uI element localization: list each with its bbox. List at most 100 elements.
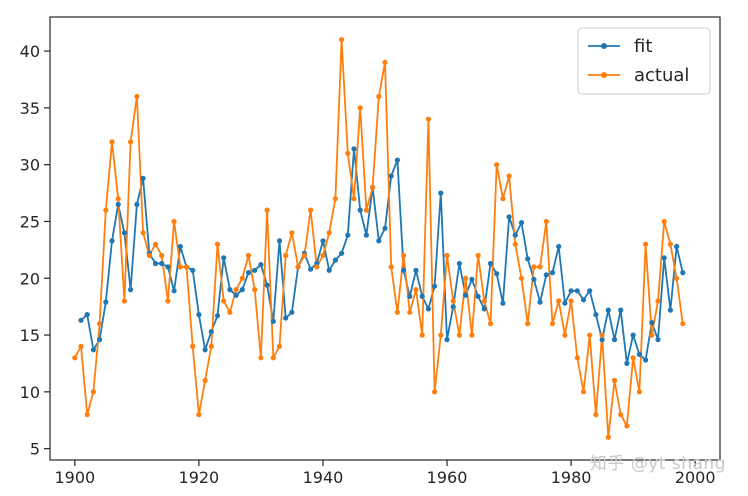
data-point-fit [469,276,475,282]
y-tick-label: 30 [20,156,40,175]
data-point-fit [661,255,667,261]
data-point-actual [171,218,177,225]
data-point-fit [574,288,580,294]
legend-box [577,27,711,95]
data-point-fit [134,201,140,207]
data-point-fit [605,307,611,313]
data-point-actual [661,218,667,225]
data-point-fit [611,337,618,343]
data-point-actual [487,321,494,327]
data-point-fit [190,267,196,273]
data-point-fit [214,313,221,319]
data-point-actual [109,139,115,145]
data-point-fit [481,306,487,312]
data-point-fit [78,317,84,323]
data-point-actual [84,412,90,418]
data-point-actual [152,241,159,247]
data-point-actual [301,252,307,259]
data-point-fit [413,267,419,273]
data-point-fit [345,232,351,238]
data-point-actual [165,298,171,304]
data-point-fit [580,297,587,303]
data-point-actual [345,150,351,156]
data-point-fit [680,270,686,276]
data-point-fit [407,293,413,299]
data-point-actual [599,332,605,338]
data-point-actual [332,196,338,202]
data-point-fit [121,230,127,236]
data-point-actual [326,230,332,236]
data-point-fit [543,272,549,278]
data-point-actual [283,252,289,259]
data-point-fit [512,232,518,238]
y-tick-label: 10 [20,383,40,402]
data-point-actual [245,252,252,259]
data-point-actual [506,173,512,179]
data-point-actual [475,252,481,259]
data-point-fit [500,300,506,306]
data-point-actual [103,207,109,213]
data-point-actual [469,332,475,338]
data-point-fit [444,337,450,343]
data-point-fit [289,309,295,315]
data-point-fit [339,250,345,256]
y-tick-label: 15 [20,326,40,345]
data-point-actual [276,343,283,349]
data-point-fit [376,238,382,244]
data-point-actual [382,59,388,65]
data-point-fit [587,288,593,294]
data-point-fit [140,175,146,181]
data-point-actual [264,207,270,213]
data-point-fit [128,287,134,293]
data-point-fit [593,312,599,318]
data-point-fit [506,214,512,220]
data-point-fit [90,347,96,353]
data-point-fit [363,232,369,238]
data-point-actual [605,434,611,440]
data-point-actual [525,321,531,327]
data-point-actual [196,412,202,418]
data-point-fit [518,220,525,226]
data-point-actual [357,105,363,111]
data-point-actual [214,241,221,247]
data-point-actual [481,298,487,304]
data-point-fit [618,307,624,313]
data-point-fit [171,288,177,294]
watermark: 知乎 @yt shang [589,454,726,474]
data-point-actual [72,355,78,361]
data-point-fit [308,266,314,272]
data-point-actual [401,252,407,259]
data-point-actual [531,264,537,270]
data-point-fit [456,260,462,267]
y-tick-label: 5 [30,440,40,459]
data-point-actual [202,377,208,384]
data-point-actual [159,252,165,259]
data-point-actual [252,287,258,293]
data-point-actual [295,264,301,270]
data-point-actual [258,355,264,361]
legend-label: actual [634,65,689,86]
data-point-fit [487,260,494,267]
data-point-fit [655,337,661,343]
x-tick-label: 1960 [427,468,468,487]
data-point-actual [407,309,413,315]
data-point-actual [115,196,121,202]
data-point-fit [674,243,680,250]
data-point-actual [221,298,227,304]
y-tick-label: 40 [20,42,40,61]
x-tick-label: 1920 [179,468,220,487]
data-point-actual [630,355,636,361]
data-point-fit [165,264,171,270]
data-point-fit [227,287,233,293]
x-tick-label: 1980 [551,468,592,487]
data-point-fit [84,312,90,318]
data-point-fit [438,190,444,196]
data-point-actual [537,264,543,270]
data-point-fit [326,267,332,273]
data-point-actual [190,343,196,349]
data-point-actual [314,264,320,270]
data-point-actual [562,332,568,338]
data-point-fit [394,157,400,163]
axis-ticks: 1900 1920 1940 1960 1980 2000 5 10 15 20 25 30 35 40 [20,42,716,487]
data-point-actual [78,343,84,349]
